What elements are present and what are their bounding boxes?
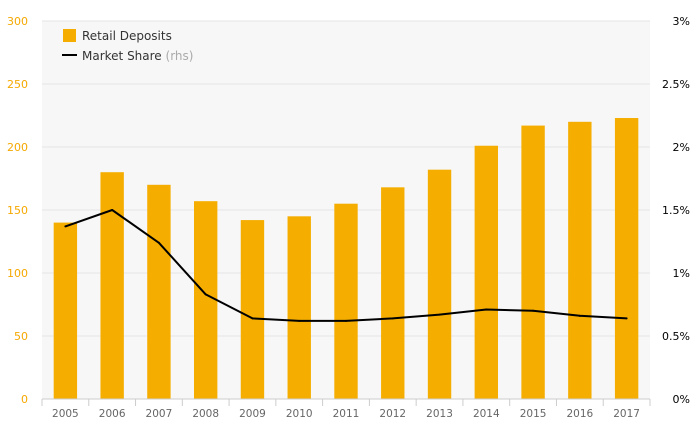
bar-2013 bbox=[427, 169, 452, 399]
market-share-point-2007 bbox=[157, 241, 160, 244]
right-tick-label: 3% bbox=[673, 15, 690, 28]
market-share-point-2014 bbox=[485, 308, 488, 311]
x-tick-label: 2011 bbox=[333, 408, 360, 420]
x-tick-label: 2005 bbox=[52, 408, 79, 420]
x-tick-label: 2016 bbox=[566, 408, 593, 420]
bar-2006 bbox=[100, 172, 124, 399]
legend-label-retail-deposits: Retail Deposits bbox=[82, 29, 172, 43]
x-tick-label: 2008 bbox=[192, 408, 219, 420]
right-tick-label: 2% bbox=[673, 141, 690, 154]
bar-2012 bbox=[381, 187, 405, 399]
legend-swatch-retail-deposits bbox=[63, 29, 76, 42]
market-share-point-2005 bbox=[64, 225, 67, 228]
x-tick-label: 2013 bbox=[426, 408, 453, 420]
right-tick-label: 0.5% bbox=[662, 330, 690, 343]
x-tick-label: 2010 bbox=[286, 408, 313, 420]
bar-2011 bbox=[334, 203, 358, 399]
market-share-point-2011 bbox=[345, 319, 347, 322]
x-tick-label: 2015 bbox=[520, 408, 547, 420]
left-tick-label: 0 bbox=[21, 393, 28, 406]
legend-note-rhs: (rhs) bbox=[162, 49, 194, 63]
left-tick-label: 100 bbox=[7, 267, 28, 280]
right-tick-label: 2.5% bbox=[662, 78, 690, 91]
market-share-point-2006 bbox=[111, 209, 114, 211]
right-tick-label: 0% bbox=[673, 393, 690, 406]
bar-2015 bbox=[521, 125, 545, 399]
market-share-point-2010 bbox=[298, 319, 301, 322]
bar-2007 bbox=[147, 184, 171, 399]
bar-2016 bbox=[568, 121, 592, 400]
bar-2010 bbox=[287, 216, 311, 399]
market-share-point-2017 bbox=[625, 317, 628, 320]
market-share-point-2015 bbox=[532, 309, 535, 312]
market-share-point-2012 bbox=[391, 317, 394, 320]
right-tick-label: 1.5% bbox=[662, 204, 690, 217]
x-tick-label: 2017 bbox=[613, 408, 640, 420]
legend-label-market-share: Market Share (rhs) bbox=[82, 49, 193, 63]
market-share-point-2008 bbox=[204, 293, 207, 296]
x-tick-label: 2012 bbox=[379, 408, 406, 420]
left-tick-label: 200 bbox=[7, 141, 28, 154]
x-tick-label: 2009 bbox=[239, 408, 266, 420]
market-share-point-2016 bbox=[578, 314, 581, 317]
left-tick-label: 150 bbox=[7, 204, 28, 217]
right-tick-label: 1% bbox=[673, 267, 690, 280]
left-tick-label: 50 bbox=[14, 330, 28, 343]
x-tick-label: 2014 bbox=[473, 408, 500, 420]
left-tick-label: 300 bbox=[7, 15, 28, 28]
bar-2009 bbox=[240, 220, 265, 399]
market-share-point-2013 bbox=[438, 313, 441, 316]
left-tick-label: 250 bbox=[7, 78, 28, 91]
x-tick-label: 2007 bbox=[146, 408, 173, 420]
market-share-point-2009 bbox=[251, 317, 254, 320]
bar-2008 bbox=[194, 201, 218, 399]
bar-2014 bbox=[474, 145, 498, 399]
bar-2005 bbox=[53, 222, 78, 399]
x-tick-label: 2006 bbox=[99, 408, 126, 420]
bar-2017 bbox=[614, 118, 639, 400]
